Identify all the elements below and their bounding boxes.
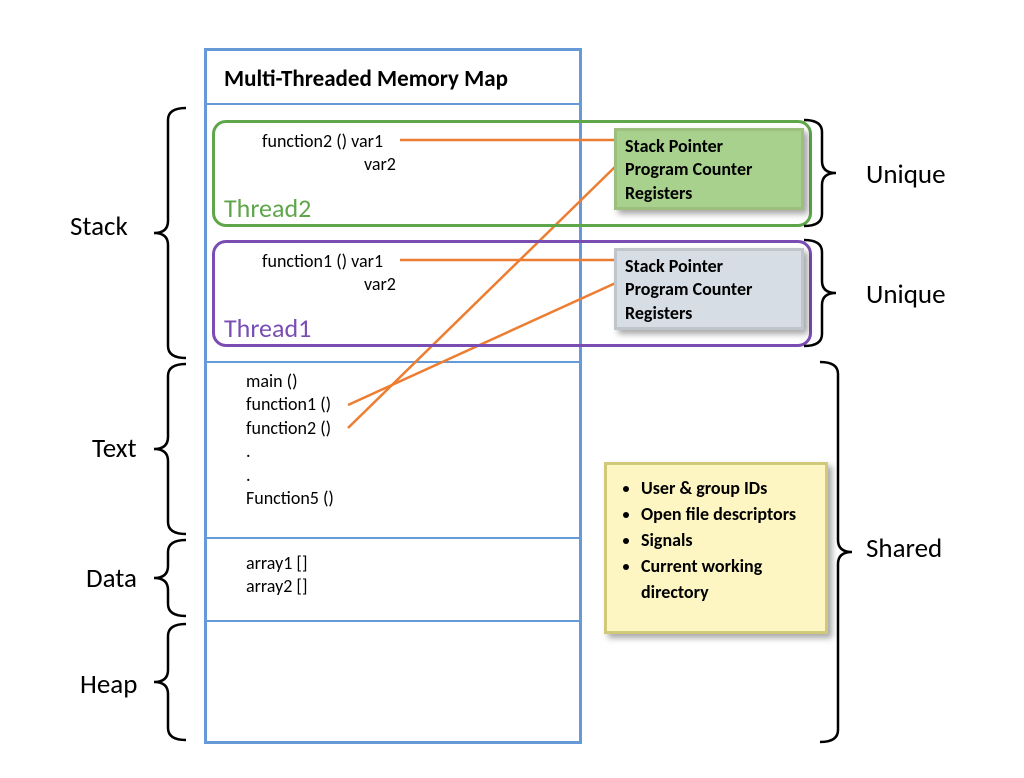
data-array1: array1 [] bbox=[246, 552, 307, 575]
thread1-func-line: function1 () var1 bbox=[262, 250, 396, 273]
thread2-var2: var2 bbox=[262, 153, 396, 176]
label-text: Text bbox=[92, 432, 137, 465]
thread1-var2: var2 bbox=[262, 273, 396, 296]
thread2-registers-box: Stack Pointer Program Counter Registers bbox=[614, 128, 804, 210]
shared-resources-box: User & group IDs Open file descriptors S… bbox=[604, 462, 828, 634]
label-shared: Shared bbox=[866, 532, 942, 565]
reg-program-counter: Program Counter bbox=[625, 278, 793, 301]
label-stack: Stack bbox=[70, 210, 128, 243]
label-unique-thread1: Unique bbox=[866, 278, 946, 311]
shared-signals: Signals bbox=[641, 527, 811, 553]
text-fn2: function2 () bbox=[246, 417, 334, 440]
label-heap: Heap bbox=[80, 668, 137, 701]
text-dot: . bbox=[246, 464, 334, 487]
shared-file-desc: Open file descriptors bbox=[641, 501, 811, 527]
shared-cwd: Current working directory bbox=[641, 553, 811, 605]
data-array2: array2 [] bbox=[246, 575, 307, 598]
data-section-code: array1 [] array2 [] bbox=[246, 552, 307, 599]
thread2-code: function2 () var1 var2 bbox=[262, 130, 396, 177]
memory-map-diagram: Multi-Threaded Memory Map function2 () v… bbox=[0, 0, 1024, 778]
label-data: Data bbox=[86, 562, 137, 595]
divider-text-top bbox=[207, 361, 579, 363]
thread1-code: function1 () var1 var2 bbox=[262, 250, 396, 297]
reg-program-counter: Program Counter bbox=[625, 158, 793, 181]
text-dot: . bbox=[246, 440, 334, 463]
thread2-func-line: function2 () var1 bbox=[262, 130, 396, 153]
divider-title bbox=[207, 103, 579, 105]
text-fn5: Function5 () bbox=[246, 487, 334, 510]
text-section-code: main () function1 () function2 () . . Fu… bbox=[246, 370, 334, 510]
reg-registers: Registers bbox=[625, 182, 793, 205]
reg-registers: Registers bbox=[625, 302, 793, 325]
reg-stack-pointer: Stack Pointer bbox=[625, 255, 793, 278]
divider-heap-top bbox=[207, 620, 579, 622]
shared-user-ids: User & group IDs bbox=[641, 475, 811, 501]
thread1-label: Thread1 bbox=[224, 312, 311, 344]
thread2-label: Thread2 bbox=[224, 192, 311, 224]
text-main: main () bbox=[246, 370, 334, 393]
label-unique-thread2: Unique bbox=[866, 158, 946, 191]
reg-stack-pointer: Stack Pointer bbox=[625, 135, 793, 158]
text-fn1: function1 () bbox=[246, 393, 334, 416]
diagram-title: Multi-Threaded Memory Map bbox=[224, 65, 508, 93]
divider-data-top bbox=[207, 537, 579, 539]
thread1-registers-box: Stack Pointer Program Counter Registers bbox=[614, 248, 804, 330]
